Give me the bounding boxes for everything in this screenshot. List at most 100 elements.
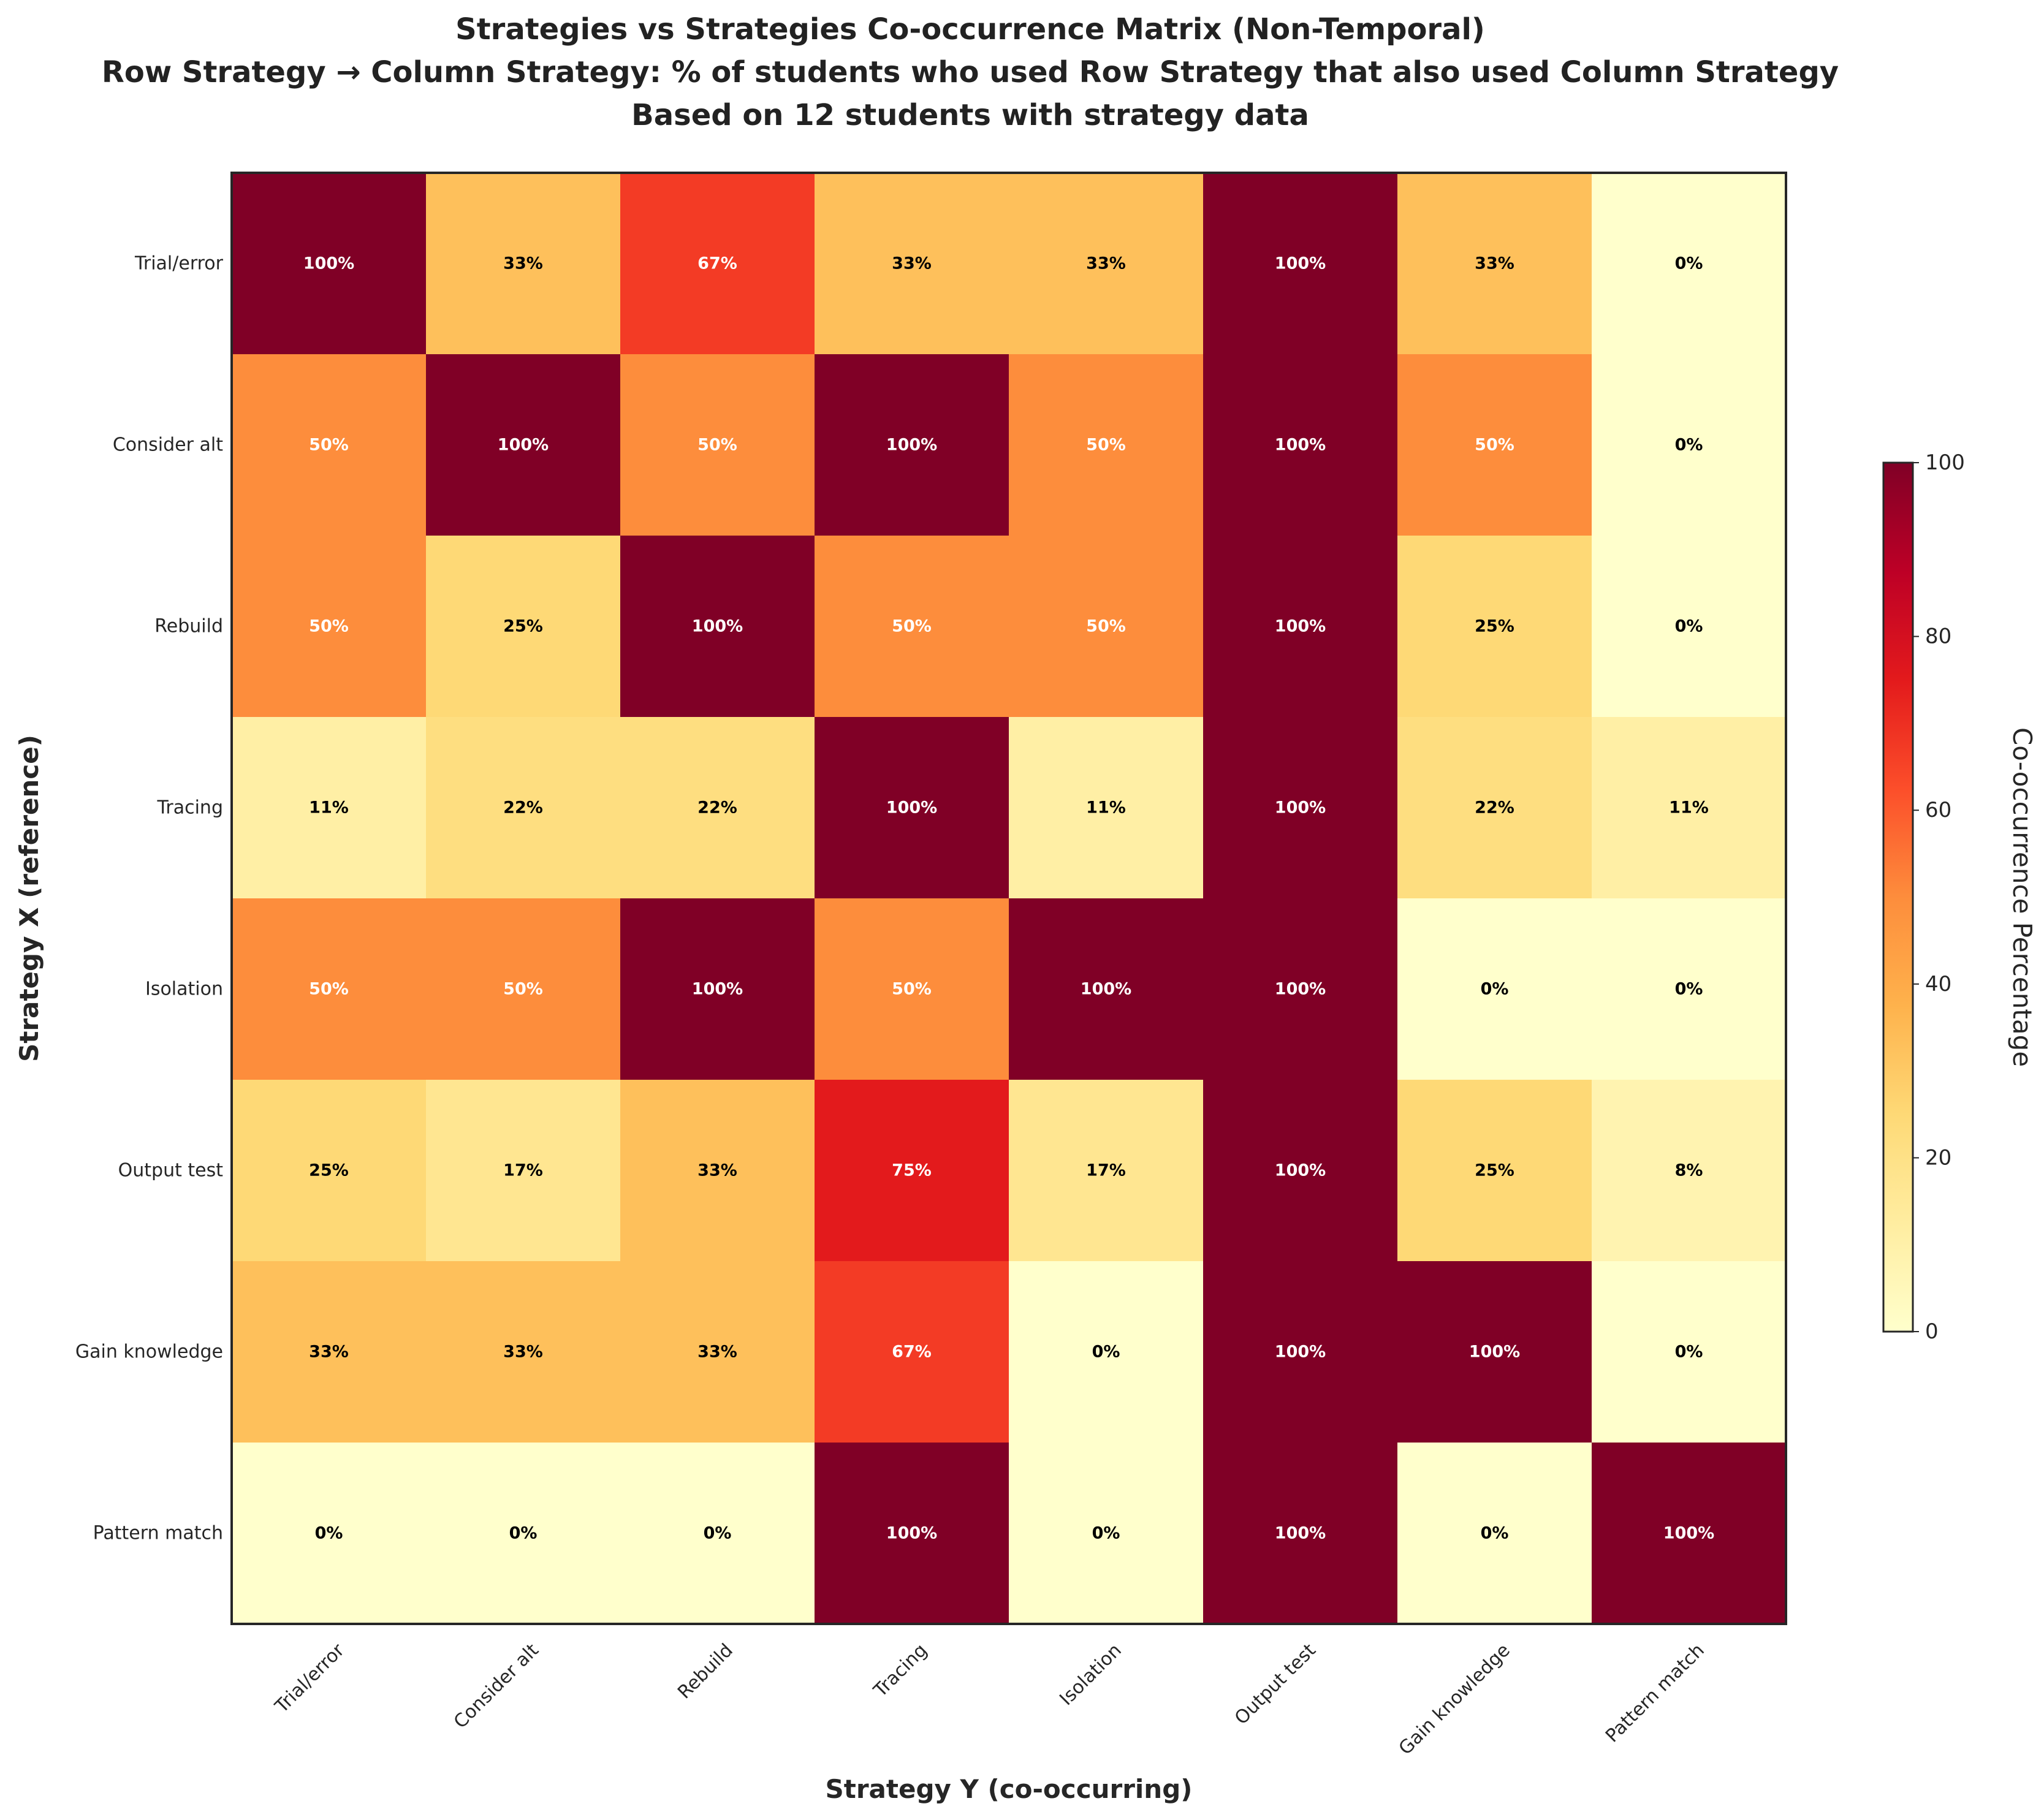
heatmap-cell-rebuild-output-test [1203,536,1398,718]
colorbar-tick-label: 40 [1925,972,1951,996]
cell-value-label: 100% [886,436,937,455]
heatmap-cell-output-test-pattern-match [1592,1080,1787,1262]
column-label-trial-error: Trial/error [271,1639,349,1718]
heatmap-cell-output-test-gain-knowledge [1397,1080,1592,1262]
heatmap-cell-tracing-consider-alt [426,717,621,899]
cell-value-label: 100% [1275,1161,1326,1180]
heatmap-cell-gain-knowledge-pattern-match [1592,1261,1787,1443]
cell-value-label: 100% [1275,254,1326,273]
cell-value-label: 25% [1475,1161,1514,1180]
heatmap-cell-rebuild-isolation [1009,536,1204,718]
row-label-gain-knowledge: Gain knowledge [75,1341,223,1363]
heatmap-cell-tracing-tracing [815,717,1009,899]
cell-value-label: 11% [1669,798,1709,817]
heatmap-cell-trial-error-pattern-match [1592,173,1787,355]
heatmap-cell-tracing-output-test [1203,717,1398,899]
cell-value-label: 0% [1675,254,1703,273]
cell-value-label: 0% [1092,1343,1120,1362]
heatmap-cell-output-test-consider-alt [426,1080,621,1262]
heatmap-cell-isolation-trial-error [232,898,427,1080]
heatmap-cell-gain-knowledge-trial-error [232,1261,427,1443]
row-label-consider-alt: Consider alt [113,434,223,456]
cell-value-label: 22% [697,798,737,817]
heatmap-cell-pattern-match-tracing [815,1443,1009,1625]
column-label-consider-alt: Consider alt [450,1639,543,1732]
cell-value-label: 22% [503,798,543,817]
cell-value-label: 100% [1275,1343,1326,1362]
cell-value-label: 50% [892,980,932,999]
heatmap-cell-gain-knowledge-consider-alt [426,1261,621,1443]
cell-value-label: 33% [503,1343,543,1362]
cell-value-label: 0% [315,1524,343,1543]
heatmap-cell-consider-alt-output-test [1203,354,1398,536]
heatmap-cell-isolation-gain-knowledge [1397,898,1592,1080]
colorbar-title: Co-occurrence Percentage [2007,727,2037,1067]
cell-value-label: 33% [697,1161,737,1180]
column-label-gain-knowledge: Gain knowledge [1395,1640,1514,1759]
column-label-output-test: Output test [1231,1639,1320,1729]
cell-value-label: 25% [309,1161,349,1180]
heatmap-cell-pattern-match-gain-knowledge [1397,1443,1592,1625]
heatmap-cell-rebuild-gain-knowledge [1397,536,1592,718]
heatmap-cell-tracing-trial-error [232,717,427,899]
cell-value-label: 33% [892,254,932,273]
cell-value-label: 25% [1475,617,1514,636]
cell-value-label: 22% [1475,798,1514,817]
cell-value-label: 8% [1675,1161,1703,1180]
heatmap-cell-output-test-rebuild [620,1080,815,1262]
heatmap-cell-isolation-tracing [815,898,1009,1080]
cell-value-label: 50% [1475,436,1514,455]
heatmap-cell-isolation-isolation [1009,898,1204,1080]
heatmap-cell-consider-alt-rebuild [620,354,815,536]
heatmap-cell-gain-knowledge-tracing [815,1261,1009,1443]
heatmap-cell-tracing-isolation [1009,717,1204,899]
column-label-tracing: Tracing [869,1640,931,1702]
cell-value-label: 50% [309,436,349,455]
heatmap-cell-pattern-match-rebuild [620,1443,815,1625]
title-line-2: Row Strategy → Column Strategy: % of stu… [102,55,1839,89]
cell-value-label: 0% [1481,1524,1509,1543]
row-tick-labels: Trial/error Consider alt Rebuild Tracing Iso… [75,253,224,1544]
cell-value-label: 100% [692,617,743,636]
cell-value-label: 11% [309,798,349,817]
heatmap-cell-rebuild-tracing [815,536,1009,718]
heatmap-cell-gain-knowledge-gain-knowledge [1397,1261,1592,1443]
cell-value-label: 0% [1675,1343,1703,1362]
heatmap-cell-rebuild-pattern-match [1592,536,1787,718]
heatmap-cell-consider-alt-tracing [815,354,1009,536]
heatmap-cell-pattern-match-consider-alt [426,1443,621,1625]
cell-value-label: 17% [503,1161,543,1180]
colorbar-tick-label: 60 [1925,798,1951,822]
cell-value-label: 100% [886,798,937,817]
heatmap-cell-trial-error-trial-error [232,173,427,355]
colorbar-tick-label: 100 [1925,450,1965,475]
heatmap-cell-rebuild-trial-error [232,536,427,718]
cell-value-label: 33% [697,1343,737,1362]
cell-value-label: 100% [692,980,743,999]
cell-value-label: 100% [1275,436,1326,455]
heatmap-cell-output-test-trial-error [232,1080,427,1262]
heatmap-cell-consider-alt-pattern-match [1592,354,1787,536]
cell-value-label: 100% [1469,1343,1520,1362]
heatmap-cell-isolation-rebuild [620,898,815,1080]
colorbar-ticks: 0 20 40 60 80 100 [1913,450,1965,1344]
heatmap-cell-output-test-tracing [815,1080,1009,1262]
heatmap-cell-pattern-match-isolation [1009,1443,1204,1625]
cell-value-label: 33% [503,254,543,273]
cell-value-label: 50% [309,617,349,636]
cell-value-label: 0% [1675,436,1703,455]
heatmap-cell-trial-error-output-test [1203,173,1398,355]
heatmap-cell-isolation-output-test [1203,898,1398,1080]
row-label-output-test: Output test [118,1160,224,1181]
cell-value-label: 50% [892,617,932,636]
heatmap-cell-consider-alt-gain-knowledge [1397,354,1592,536]
heatmap-cell-rebuild-consider-alt [426,536,621,718]
cell-value-label: 100% [1275,1524,1326,1543]
row-label-pattern-match: Pattern match [93,1523,223,1544]
row-label-trial-error: Trial/error [134,253,224,275]
cell-value-label: 100% [1275,617,1326,636]
heatmap-cell-gain-knowledge-output-test [1203,1261,1398,1443]
colorbar: 0 20 40 60 80 100 Co-occurrence Percentage [1882,450,2037,1344]
y-axis-title: Strategy X (reference) [14,735,44,1062]
